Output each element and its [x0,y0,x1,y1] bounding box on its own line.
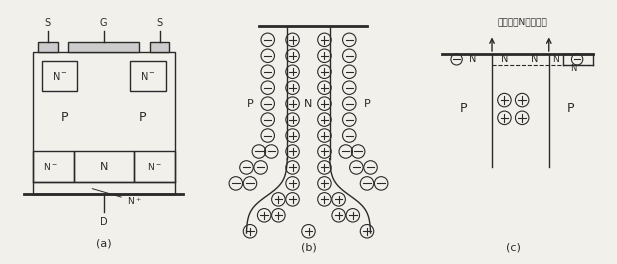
Text: N: N [552,55,559,64]
Text: G: G [100,18,107,28]
Text: S: S [157,18,163,28]
Text: N$^-$: N$^-$ [140,70,156,82]
Text: P: P [139,111,146,124]
Text: N$^-$: N$^-$ [147,161,162,172]
Text: (a): (a) [96,239,112,249]
Text: P: P [460,102,468,115]
Text: (c): (c) [506,242,521,252]
Text: 反型后的N导电沟道: 反型后的N导电沟道 [497,18,547,27]
Text: N: N [99,162,108,172]
Text: N$^-$: N$^-$ [43,161,58,172]
Text: N: N [531,54,538,64]
Text: N$^+$: N$^+$ [92,188,141,207]
Polygon shape [68,42,139,52]
Text: P: P [363,99,370,109]
Polygon shape [150,42,169,52]
Text: P: P [247,99,254,109]
Text: N: N [469,54,476,64]
Text: (b): (b) [300,242,317,252]
Text: P: P [61,111,68,124]
Text: N$^-$: N$^-$ [570,62,584,73]
Text: P: P [566,102,574,115]
Text: S: S [45,18,51,28]
Text: N: N [501,54,508,64]
Text: N$^-$: N$^-$ [52,70,67,82]
Text: N: N [304,99,313,109]
Text: D: D [100,217,107,227]
Polygon shape [38,42,57,52]
